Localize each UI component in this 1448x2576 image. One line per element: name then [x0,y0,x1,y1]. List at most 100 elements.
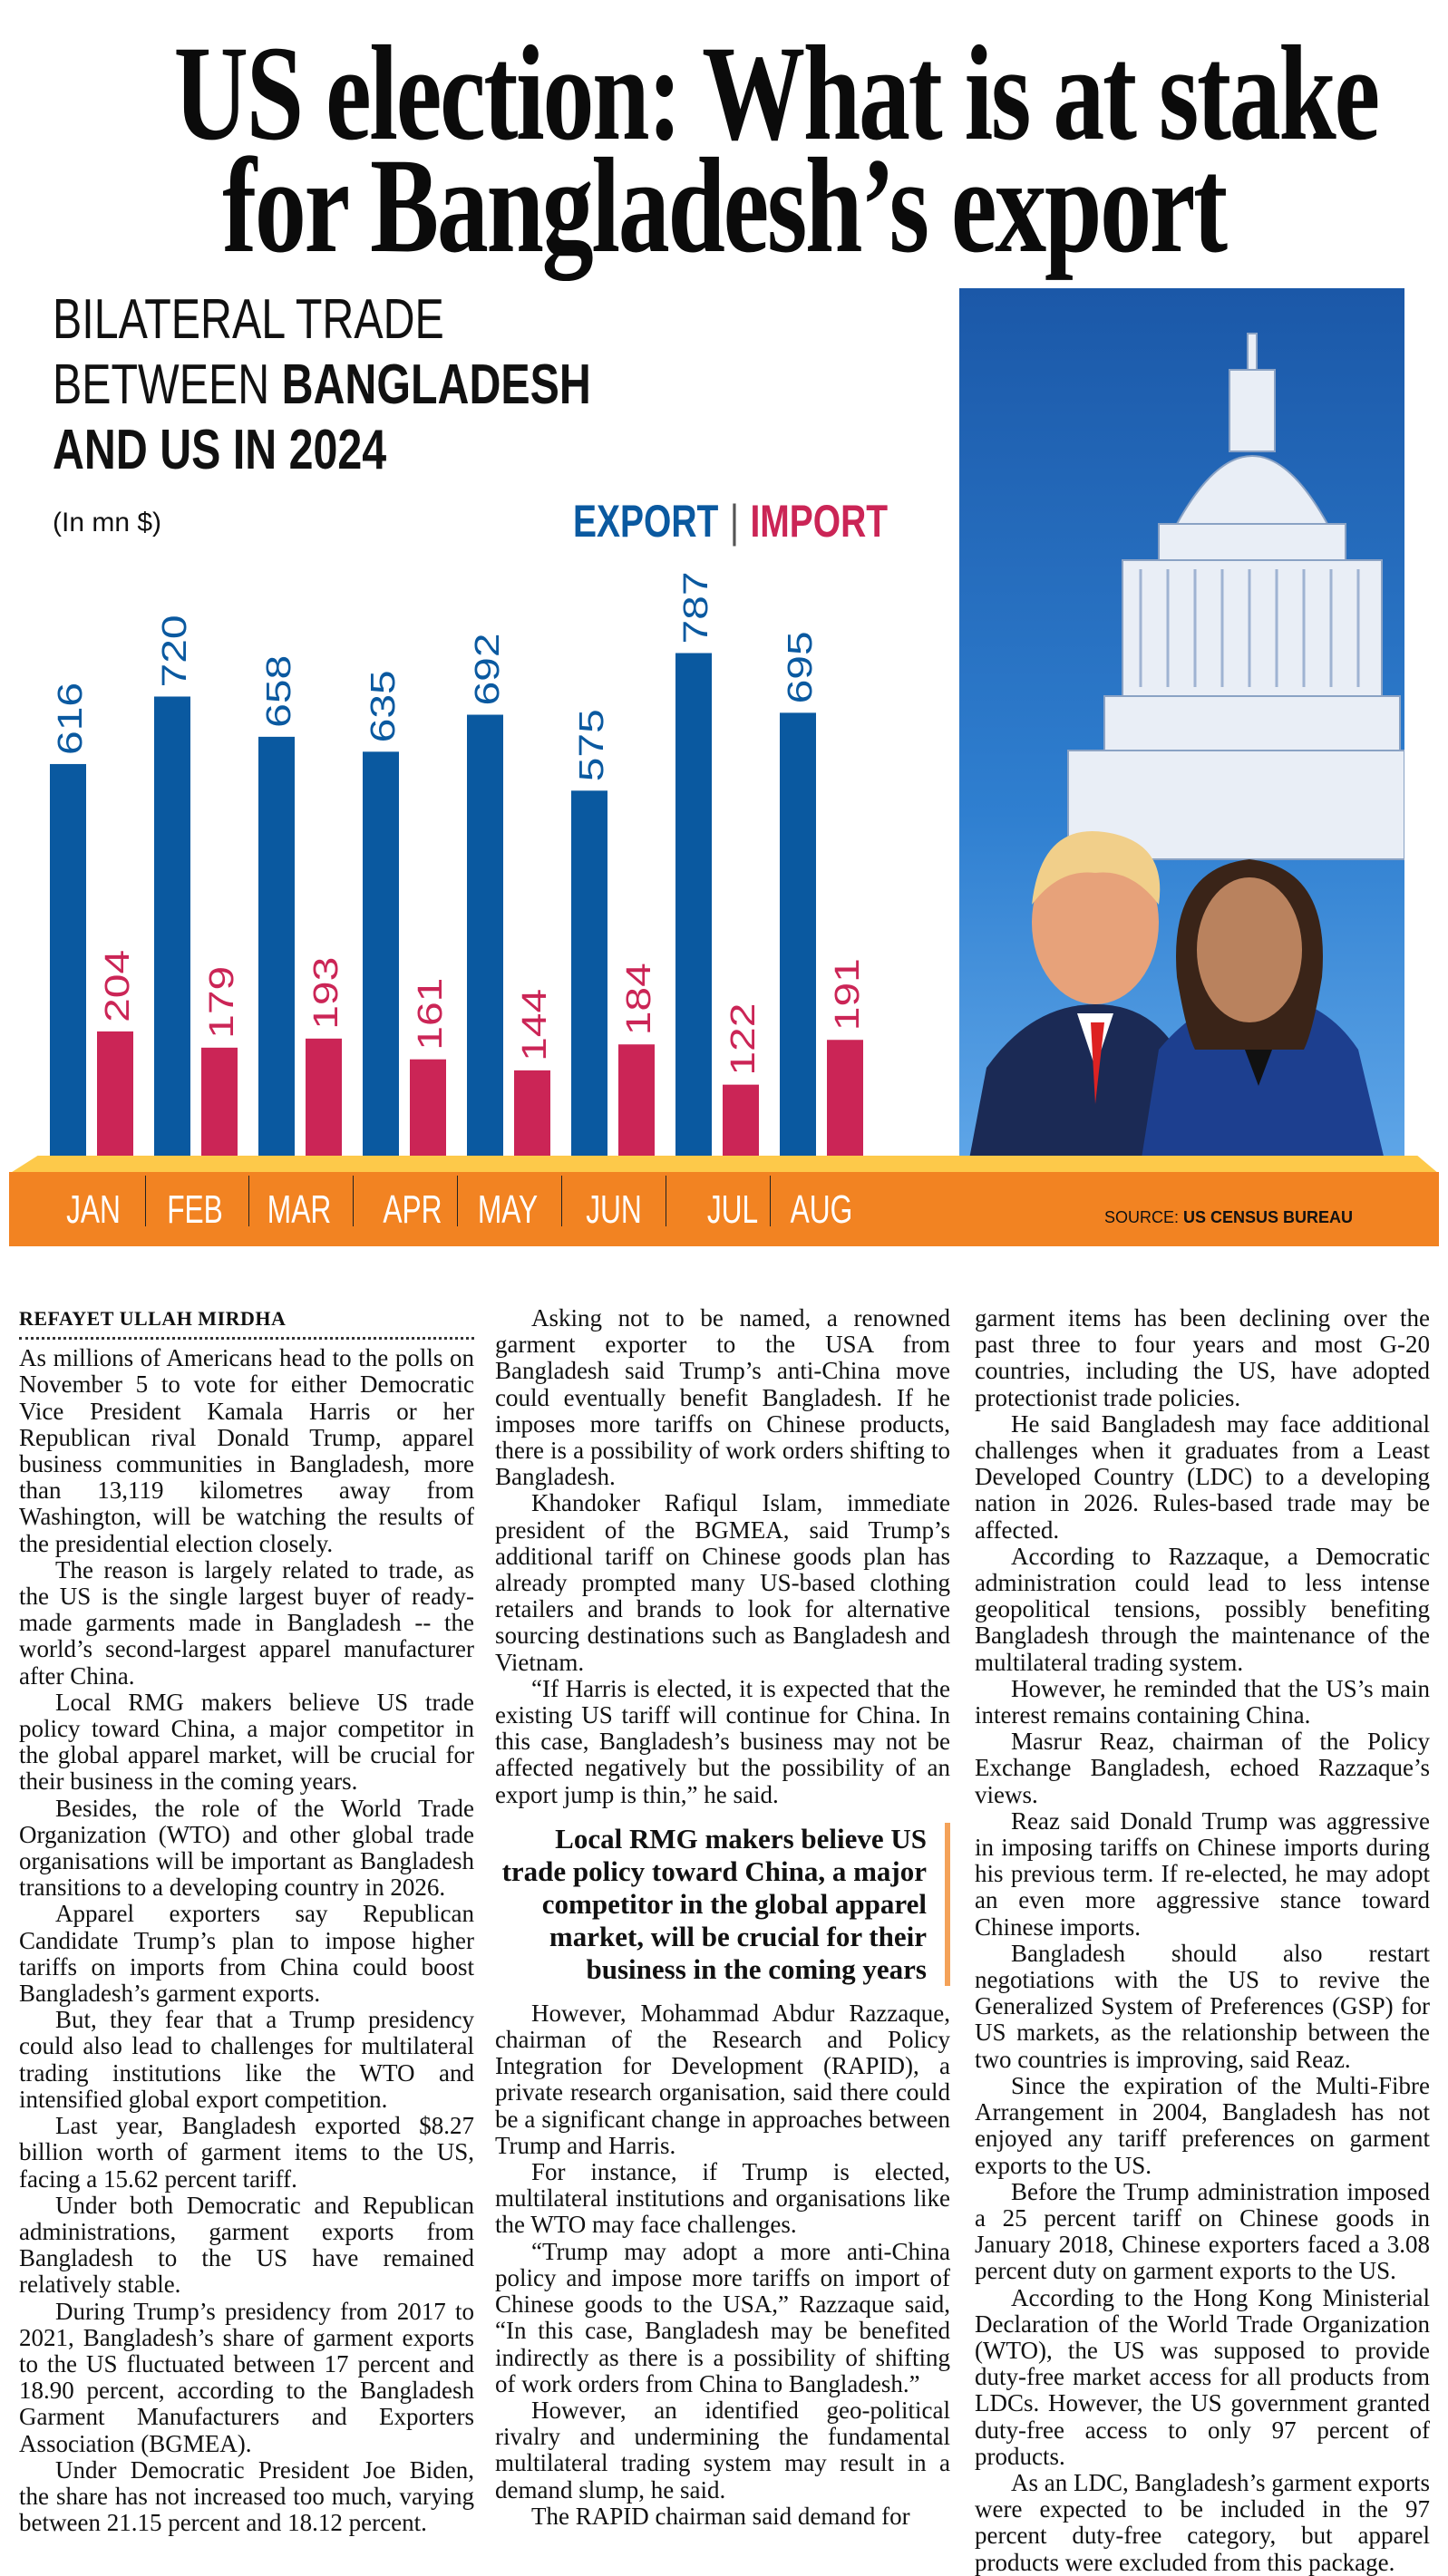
article-paragraph: Bangladesh should also restart negotiati… [975,1939,1430,2073]
pull-quote: Local RMG makers believe US trade policy… [495,1822,950,1986]
month-divider [457,1176,458,1226]
article-paragraph: For instance, if Trump is elected, multi… [495,2158,950,2239]
import-bar-feb [201,1047,238,1164]
article-paragraph: Asking not to be named, a renowned garme… [495,1304,950,1491]
chart-title-line-3: AND US IN 2024 [53,419,387,481]
chart-source: SOURCE: US CENSUS BUREAU [1104,1208,1353,1227]
export-value-label: 695 [781,631,819,703]
article-paragraph: According to Razzaque, a Democratic admi… [975,1542,1430,1676]
article-column-1: REFAYET ULLAH MIRDHA As millions of Amer… [19,1305,474,2536]
month-divider [248,1176,249,1226]
article-paragraph: During Trump’s presidency from 2017 to 2… [19,2297,474,2457]
import-value-label: 179 [202,966,240,1039]
export-value-label: 720 [155,615,193,687]
import-value-label: 184 [619,963,657,1035]
export-bar-jul [675,653,712,1164]
month-label-jul: JUL [706,1187,759,1232]
chart-base [9,1172,1439,1246]
article-paragraph: garment items has been declining over th… [975,1304,1430,1411]
source-label: SOURCE: [1104,1208,1180,1226]
export-value-label: 635 [364,670,402,742]
article-paragraph: As an LDC, Bangladesh’s garment exports … [975,2468,1430,2576]
article-paragraph: Under Democratic President Joe Biden, th… [19,2455,474,2537]
article-column-3: garment items has been declining over th… [975,1304,1430,2576]
month-label-may: MAY [477,1187,539,1232]
article-paragraph: He said Bangladesh may face additional c… [975,1409,1430,1544]
month-divider [145,1176,146,1226]
article-paragraph: Khandoker Rafiqul Islam, immediate presi… [495,1489,950,1676]
trump-figure [968,831,1195,1164]
article-paragraph: Last year, Bangladesh exported $8.27 bil… [19,2112,474,2193]
import-value-label: 161 [411,978,449,1051]
import-bar-may [514,1070,550,1164]
headline-line-2: for Bangladesh’s export [222,131,1228,281]
harris-figure [1141,859,1385,1164]
month-label-mar: MAR [267,1187,332,1232]
month-label-jun: JUN [586,1187,642,1232]
legend-export: EXPORT [573,496,719,547]
article-paragraph: Local RMG makers believe US trade policy… [19,1688,474,1796]
article-paragraph: Reaz said Donald Trump was aggressive in… [975,1806,1430,1941]
article-paragraph: According to the Hong Kong Ministerial D… [975,2283,1430,2470]
import-bar-jun [618,1044,655,1164]
byline: REFAYET ULLAH MIRDHA [19,1305,474,1341]
export-bar-jan [50,763,86,1164]
article-paragraph: The RAPID chairman said demand for [531,2502,910,2530]
article-paragraph: Masrur Reaz, chairman of the Policy Exch… [975,1728,1430,1808]
import-value-label: 193 [306,957,345,1030]
import-bar-mar [306,1038,342,1164]
export-bar-aug [780,712,816,1164]
import-bar-aug [827,1040,863,1164]
import-value-label: 191 [828,958,866,1031]
article-paragraph: Under both Democratic and Republican adm… [19,2191,474,2299]
chart-unit: (In mn $) [53,508,162,537]
export-value-label: 787 [676,571,714,644]
export-bar-may [467,714,503,1164]
article-paragraph: “Trump may adopt a more anti-China polic… [495,2237,950,2397]
month-label-jan: JAN [66,1187,121,1232]
month-label-apr: APR [383,1187,442,1232]
chart-title-line-2: BETWEEN BANGLADESH [53,357,591,413]
import-bar-apr [410,1059,446,1164]
import-value-label: 204 [98,950,136,1022]
capitol-dome-icon [1067,333,1404,860]
article-paragraph: Before the Trump administration imposed … [975,2177,1430,2285]
source-name: US CENSUS BUREAU [1183,1208,1354,1226]
article-paragraph: However, he reminded that the US’s main … [975,1674,1430,1729]
export-value-label: 616 [51,683,89,755]
month-divider [561,1176,562,1226]
article-paragraph: The reason is largely related to trade, … [19,1555,474,1690]
legend-import: IMPORT [750,496,889,547]
article-column-2: Asking not to be named, a renowned garme… [495,1304,950,2530]
headline-line-1: US election: What is at stake [173,18,1380,169]
import-bar-jul [723,1084,759,1164]
capitol-candidates-illustration [959,288,1404,1164]
article-paragraph: Since the expiration of the Multi-Fibre … [975,2071,1430,2179]
export-bar-mar [258,736,295,1164]
chart-base-top [9,1156,1439,1174]
chart-title-line-1: BILATERAL TRADE [53,288,444,351]
chart-legend: EXPORT | IMPORT [573,495,888,547]
chart-title-bangladesh: BANGLADESH [281,353,591,416]
article-paragraph: However, an identified geo-political riv… [495,2396,950,2503]
import-bar-jan [97,1031,133,1164]
import-value-label: 144 [515,989,553,1061]
import-value-label: 122 [724,1003,762,1076]
export-value-label: 575 [572,709,610,781]
article-paragraph: Apparel exporters say Republican Candida… [19,1900,474,2008]
article-paragraph: Besides, the role of the World Trade Org… [19,1794,474,1902]
article-paragraph: “If Harris is elected, it is expected th… [495,1674,950,1808]
month-label-aug: AUG [790,1187,853,1232]
chart-title-between: BETWEEN [53,353,270,416]
article-paragraph: However, Mohammad Abdur Razzaque, chairm… [495,1999,950,2159]
export-bar-jun [571,790,607,1164]
legend-separator: | [729,496,739,547]
month-label-feb: FEB [167,1187,223,1232]
export-value-label: 692 [468,633,506,705]
export-bar-feb [154,696,190,1164]
month-divider [770,1176,771,1226]
month-divider [353,1176,354,1226]
export-bar-apr [363,751,399,1164]
export-value-label: 658 [259,655,297,728]
article-paragraph: As millions of Americans head to the pol… [19,1344,474,1557]
